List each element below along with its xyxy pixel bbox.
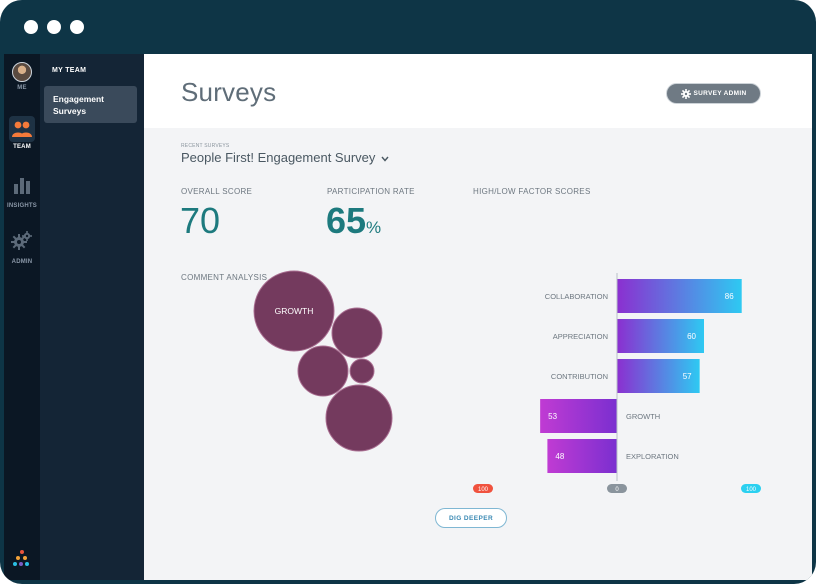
axis-max-pill [741,484,761,493]
rail-item-insights[interactable]: INSIGHTS [4,175,40,209]
subnav-heading: MY TEAM [52,67,87,74]
comment-analysis-label: COMMENT ANALYSIS [181,273,268,282]
bar-value-growth: 53 [548,412,557,421]
bar-label-exploration: EXPLORATION [626,452,679,461]
bar-value-collaboration: 86 [725,292,734,301]
bar-value-exploration: 48 [555,452,564,461]
window-dot-1[interactable] [24,20,38,34]
rail-item-me[interactable]: ME [4,62,40,91]
brand-dot [23,556,27,560]
rail-item-admin[interactable]: ADMIN [4,231,40,265]
survey-dashboard: RECENT SURVEYS People First! Engagement … [144,128,812,580]
participation-rate-value: 65 [326,200,367,241]
chevron-down-icon [381,156,389,162]
window-controls [24,20,84,34]
app-screen: ME TEAM INSIG [4,54,812,580]
bar-label-appreciation: APPRECIATION [553,332,608,341]
page-title: Surveys [181,77,277,107]
chart-title: HIGH/LOW FACTOR SCORES [473,187,591,196]
rail-label-team: TEAM [13,144,31,150]
overall-score-value: 70 [180,200,221,241]
overall-score-label: OVERALL SCORE [181,187,253,196]
brand-dot [25,562,29,566]
survey-select-value: People First! Engagement Survey [181,150,376,165]
axis-zero-label: 0 [615,487,619,493]
brand-dot [19,562,23,566]
bar-appreciation [617,319,704,353]
primary-rail: ME TEAM INSIG [4,54,40,580]
axis-max-label: 100 [746,487,757,493]
bar-label-contribution: CONTRIBUTION [551,372,608,381]
bar-label-growth: GROWTH [626,412,660,421]
axis-zero-pill [607,484,627,493]
rail-label-insights: INSIGHTS [7,203,37,209]
rail-label-admin: ADMIN [11,259,33,265]
bar-exploration [547,439,617,473]
main-content: Surveys SURVEY ADMIN [144,54,812,580]
bar-value-contribution: 57 [683,372,692,381]
rail-label-me: ME [17,85,27,91]
brand-dot [13,562,17,566]
dig-deeper-button[interactable]: DIG DEEPER [435,508,507,528]
secondary-nav: MY TEAM Engagement Surveys [40,54,144,580]
survey-admin-button[interactable]: SURVEY ADMIN [666,83,761,104]
gear-icon [680,88,691,99]
factor-scores-chart: HIGH/LOW FACTOR SCORES COLLABORATION 86 AP… [473,187,761,493]
axis-min-pill [473,484,493,493]
avatar [12,62,32,82]
bar-value-appreciation: 60 [687,332,696,341]
bar-growth [540,399,617,433]
brand-dot [20,550,24,554]
gears-icon [11,231,32,250]
survey-admin-label: SURVEY ADMIN [693,90,747,97]
window-dot-3[interactable] [70,20,84,34]
brand-dot [16,556,20,560]
bar-collaboration [617,279,742,313]
participation-rate-label: PARTICIPATION RATE [327,187,415,196]
page-header: Surveys SURVEY ADMIN [144,54,812,128]
bar-label-collaboration: COLLABORATION [545,292,608,301]
brand-logo [13,550,29,572]
bar-chart-icon [14,178,30,194]
recent-surveys-label: RECENT SURVEYS [181,143,230,149]
window-dot-2[interactable] [47,20,61,34]
rail-item-team[interactable]: TEAM [4,116,40,150]
team-icon [9,116,35,142]
participation-rate-unit: % [366,218,382,237]
participation-rate: 65% [326,200,381,242]
subnav-item-engagement-surveys[interactable]: Engagement Surveys [44,86,137,123]
axis-min-label: 100 [478,487,489,493]
bar-contribution [617,359,700,393]
survey-select[interactable]: People First! Engagement Survey [181,150,389,165]
